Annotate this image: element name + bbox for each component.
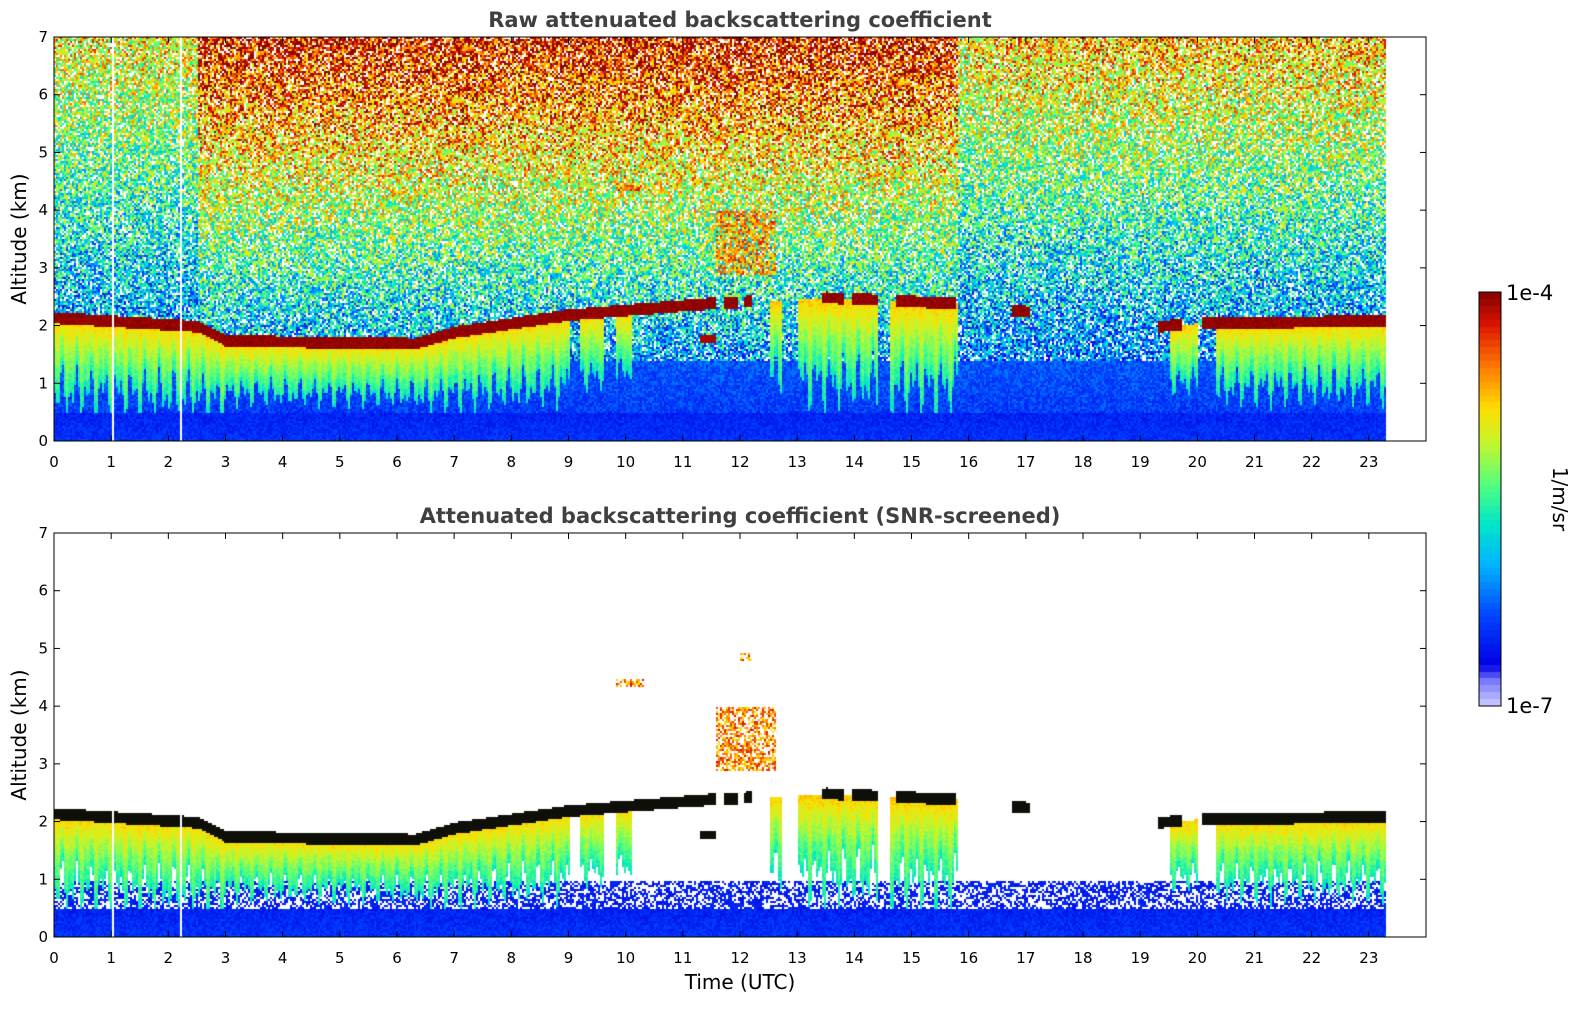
- bottom-y-tick-label: 6: [38, 582, 48, 600]
- bottom-x-tick-label: 0: [49, 949, 59, 967]
- colorbar-unit-label: 1/m/sr: [1548, 467, 1572, 532]
- colorbar-min-label: 1e-7: [1506, 694, 1553, 718]
- bottom-x-tick-label: 13: [788, 949, 807, 967]
- top-x-tick-label: 15: [902, 453, 921, 471]
- bottom-x-tick-label: 11: [673, 949, 692, 967]
- top-x-tick-label: 2: [164, 453, 174, 471]
- top-x-tick-label: 9: [564, 453, 574, 471]
- bottom-x-tick-label: 6: [392, 949, 402, 967]
- bottom-x-tick-label: 4: [278, 949, 288, 967]
- x-axis-label: Time (UTC): [684, 970, 796, 994]
- bottom-heatmap: [54, 533, 1426, 941]
- top-x-tick-label: 4: [278, 453, 288, 471]
- top-x-tick-label: 5: [335, 453, 345, 471]
- bottom-x-tick-label: 12: [730, 949, 749, 967]
- bottom-x-tick-label: 17: [1016, 949, 1035, 967]
- bottom-x-tick-label: 1: [106, 949, 116, 967]
- bottom-x-tick-label: 14: [845, 949, 864, 967]
- bottom-x-tick-label: 10: [616, 949, 635, 967]
- colorbar-max-label: 1e-4: [1506, 281, 1553, 305]
- top-x-tick-label: 14: [845, 453, 864, 471]
- top-x-tick-label: 22: [1302, 453, 1321, 471]
- top-y-tick-label: 7: [38, 28, 48, 46]
- bottom-y-tick-label: 2: [38, 813, 48, 831]
- bottom-x-tick-label: 2: [164, 949, 174, 967]
- top-x-tick-label: 12: [730, 453, 749, 471]
- top-chart-title: Raw attenuated backscattering coefficien…: [488, 8, 992, 32]
- top-x-tick-label: 17: [1016, 453, 1035, 471]
- top-x-tick-label: 16: [959, 453, 978, 471]
- top-x-tick-label: 7: [449, 453, 459, 471]
- bottom-x-tick-label: 20: [1188, 949, 1207, 967]
- top-x-tick-label: 19: [1131, 453, 1150, 471]
- bottom-y-tick-label: 5: [38, 639, 48, 657]
- top-y-tick-label: 2: [38, 317, 48, 335]
- top-y-tick-label: 6: [38, 86, 48, 104]
- bottom-x-tick-label: 7: [449, 949, 459, 967]
- bottom-x-tick-label: 19: [1131, 949, 1150, 967]
- bottom-chart-title: Attenuated backscattering coefficient (S…: [419, 504, 1061, 528]
- bottom-x-tick-label: 23: [1359, 949, 1378, 967]
- bottom-y-axis-label: Altitude (km): [7, 669, 31, 800]
- bottom-x-tick-label: 9: [564, 949, 574, 967]
- bottom-x-tick-label: 16: [959, 949, 978, 967]
- bottom-y-tick-label: 0: [38, 928, 48, 946]
- top-y-tick-label: 4: [38, 201, 48, 219]
- top-x-tick-label: 18: [1073, 453, 1092, 471]
- bottom-x-tick-label: 5: [335, 949, 345, 967]
- bottom-y-tick-label: 7: [38, 524, 48, 542]
- bottom-x-tick-label: 8: [507, 949, 517, 967]
- top-x-tick-label: 23: [1359, 453, 1378, 471]
- top-x-tick-label: 13: [788, 453, 807, 471]
- top-x-tick-label: 1: [106, 453, 116, 471]
- top-y-axis-label: Altitude (km): [7, 173, 31, 304]
- top-x-tick-label: 3: [221, 453, 231, 471]
- top-y-tick-label: 3: [38, 259, 48, 277]
- top-x-tick-label: 21: [1245, 453, 1264, 471]
- top-x-tick-label: 11: [673, 453, 692, 471]
- colorbar-gradient: [1479, 292, 1501, 710]
- top-y-tick-label: 1: [38, 374, 48, 392]
- top-y-tick-label: 5: [38, 143, 48, 161]
- bottom-x-tick-label: 3: [221, 949, 231, 967]
- top-x-tick-label: 10: [616, 453, 635, 471]
- top-x-tick-label: 20: [1188, 453, 1207, 471]
- bottom-x-tick-label: 18: [1073, 949, 1092, 967]
- bottom-y-tick-label: 1: [38, 870, 48, 888]
- top-x-tick-label: 8: [507, 453, 517, 471]
- bottom-y-tick-label: 3: [38, 755, 48, 773]
- bottom-y-tick-label: 4: [38, 697, 48, 715]
- bottom-x-tick-label: 15: [902, 949, 921, 967]
- top-y-tick-label: 0: [38, 432, 48, 450]
- bottom-x-tick-label: 22: [1302, 949, 1321, 967]
- top-heatmap: [54, 37, 1426, 445]
- top-x-tick-label: 0: [49, 453, 59, 471]
- bottom-x-tick-label: 21: [1245, 949, 1264, 967]
- top-x-tick-label: 6: [392, 453, 402, 471]
